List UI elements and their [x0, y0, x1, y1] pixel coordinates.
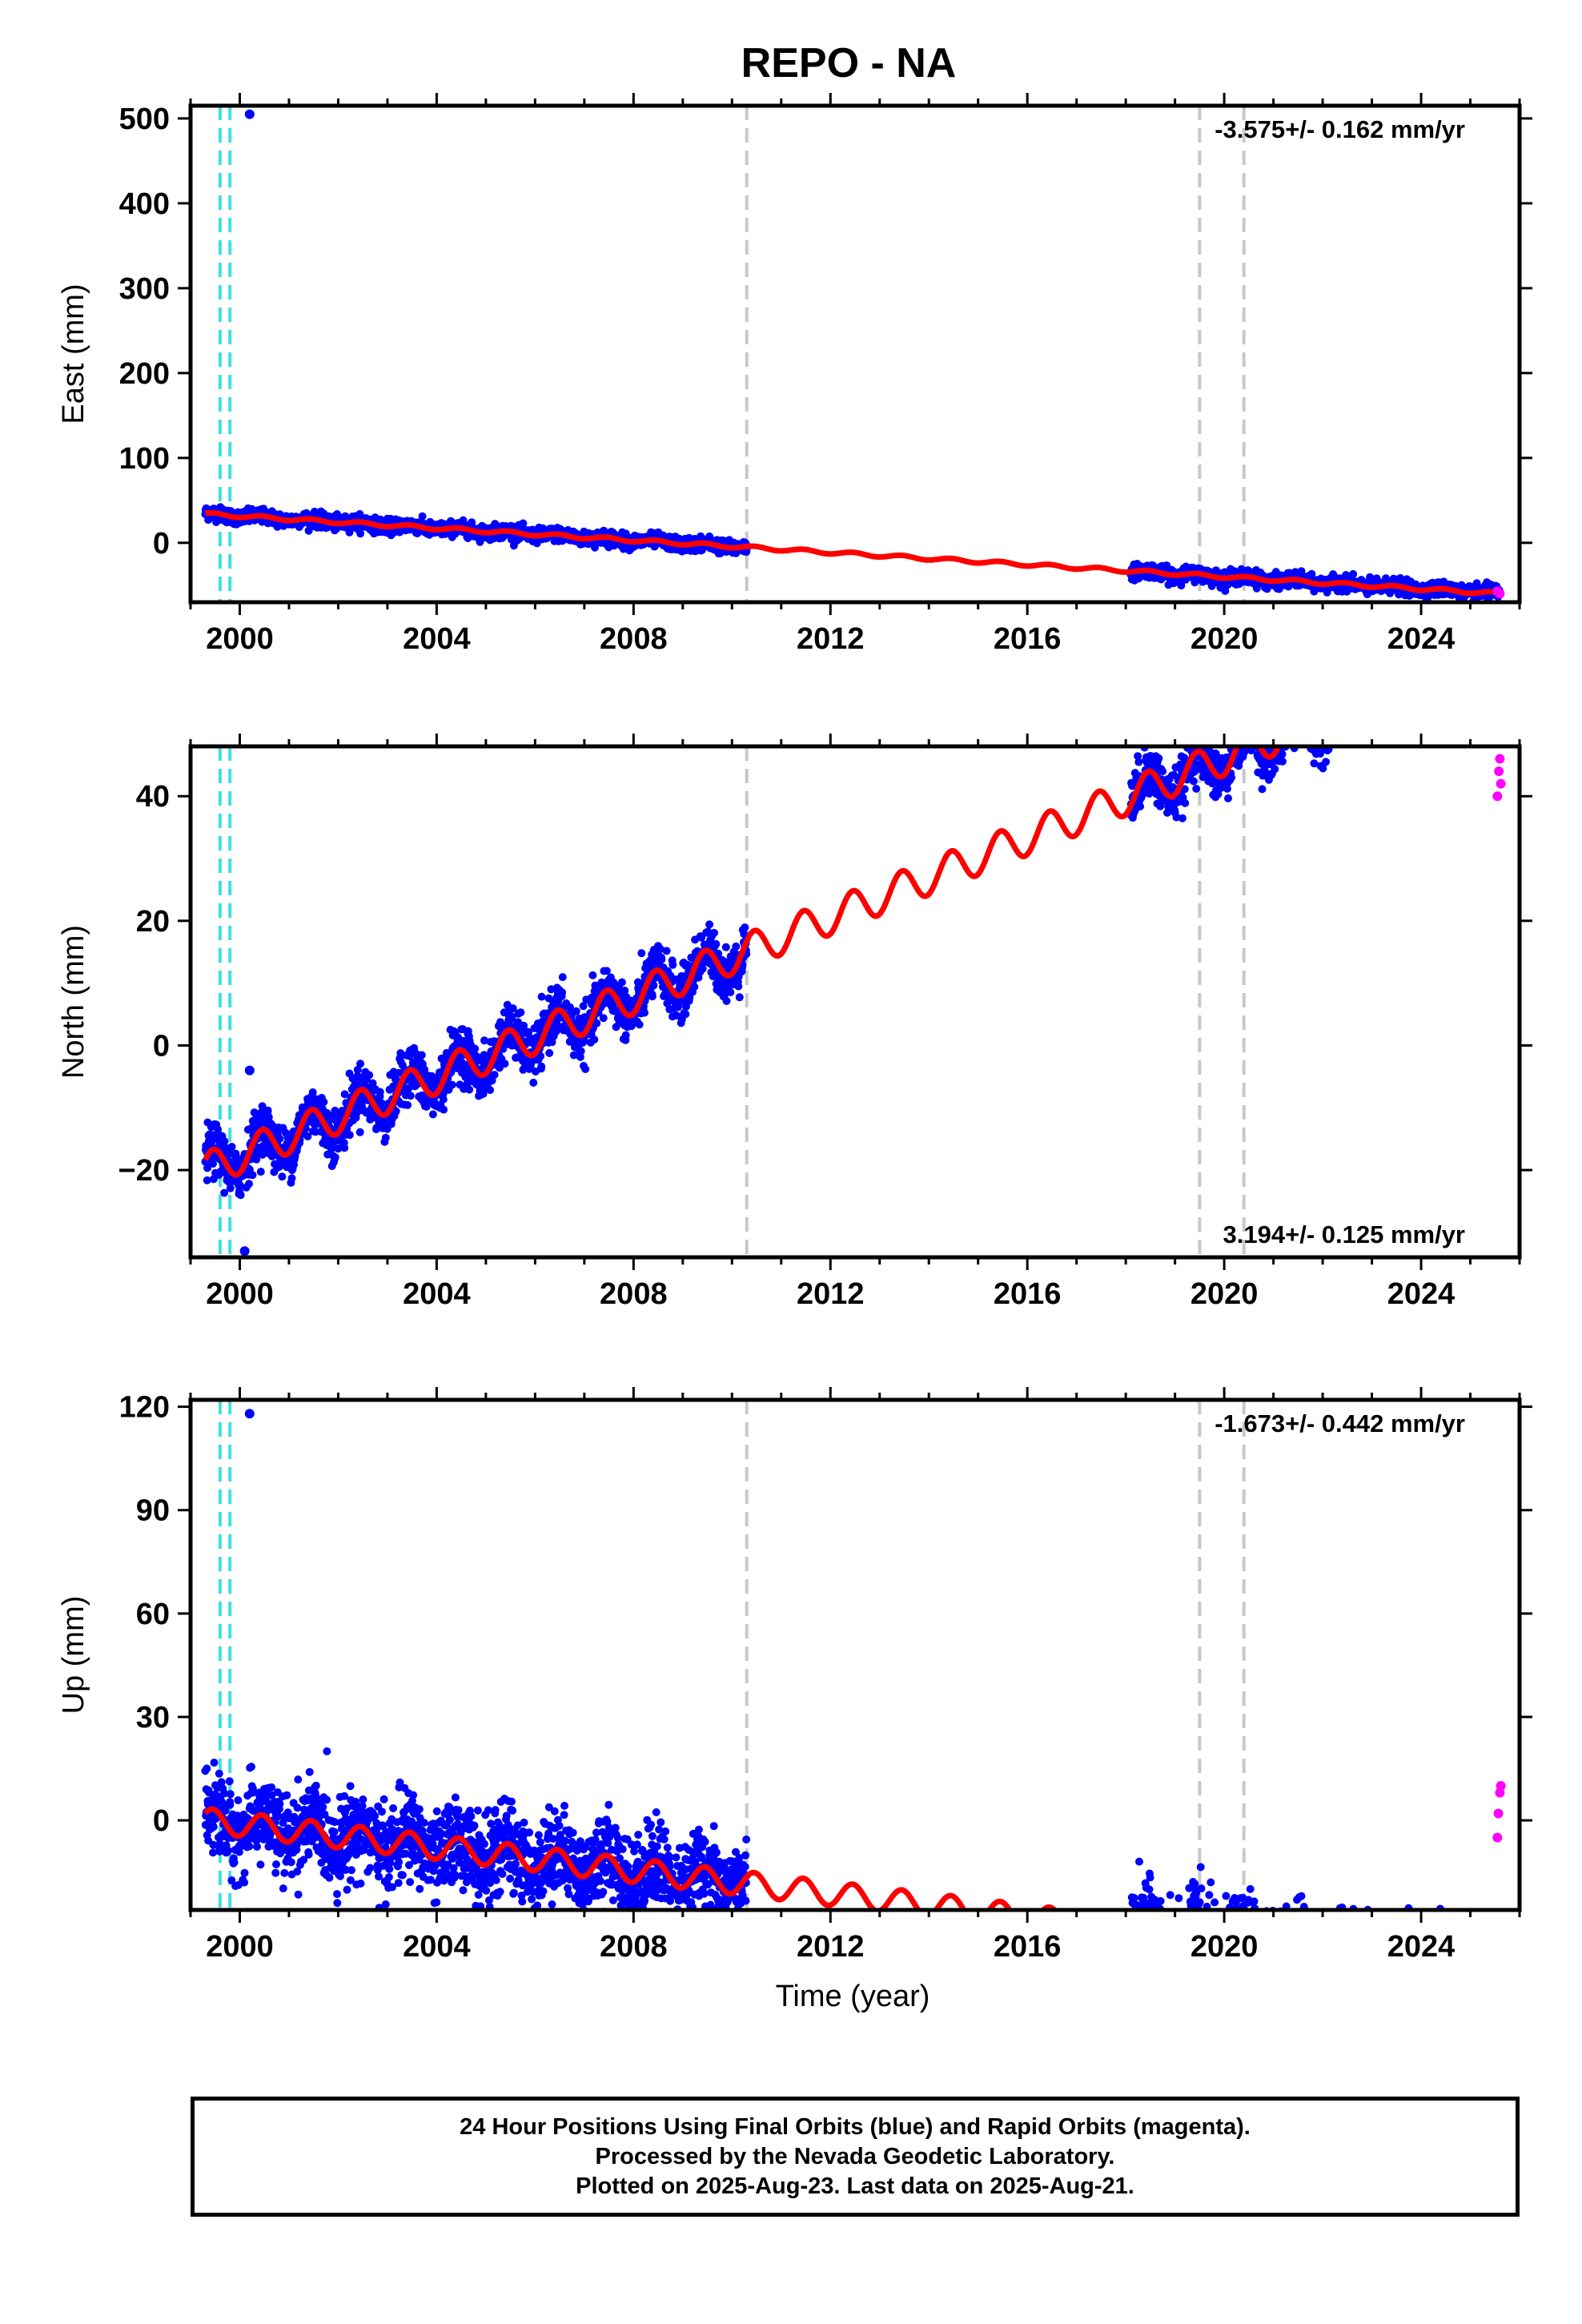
data-point	[649, 981, 658, 990]
x-tick-label: 2008	[600, 622, 668, 656]
data-point	[516, 1008, 525, 1017]
panels: 0 100 200 300 400 500 2000 2004 2008 2012 2016 2020…	[57, 93, 1532, 1964]
data-point	[209, 1160, 217, 1168]
data-point	[406, 1092, 415, 1100]
data-point	[545, 1049, 554, 1057]
data-point	[440, 1105, 448, 1114]
data-point	[448, 1080, 456, 1089]
y-axis-label: East (mm)	[57, 283, 90, 424]
plot-area	[201, 746, 1506, 1257]
data-point	[581, 1065, 590, 1073]
data-point	[500, 1059, 509, 1068]
data-point	[657, 955, 666, 964]
data-point	[637, 949, 646, 958]
data-point	[365, 1071, 374, 1080]
data-point	[640, 1008, 648, 1017]
data-point	[712, 939, 721, 948]
x-tick-label: 2024	[1387, 622, 1456, 656]
data-point	[705, 920, 714, 929]
data-point	[537, 992, 546, 1001]
y-tick-label: 500	[119, 103, 170, 136]
data-point	[245, 1180, 253, 1188]
data-point	[590, 1035, 599, 1044]
data-point	[726, 988, 735, 996]
outlier-point	[244, 109, 255, 119]
data-point	[319, 1098, 328, 1106]
data-point	[345, 1131, 354, 1140]
x-tick-label: 2020	[1191, 622, 1259, 656]
data-point	[356, 1059, 365, 1068]
y-tick-label: 100	[119, 442, 170, 476]
data-point	[572, 1007, 580, 1015]
data-point	[722, 997, 731, 1005]
data-point	[381, 1133, 390, 1142]
data-point	[519, 519, 528, 528]
y-tick-label: 200	[119, 357, 170, 391]
data-point	[529, 1079, 538, 1087]
data-point	[621, 1031, 630, 1039]
x-tick-label: 2012	[797, 622, 865, 656]
data-point	[690, 983, 699, 991]
x-tick-label: 2004	[403, 622, 471, 656]
rapid-orbit-point	[1495, 589, 1505, 599]
data-point	[599, 1014, 608, 1023]
data-point	[417, 1051, 426, 1059]
data-point	[588, 971, 597, 979]
data-point	[287, 1174, 296, 1183]
data-point	[669, 960, 677, 969]
data-point	[721, 943, 730, 951]
data-point	[465, 1085, 474, 1094]
x-tick-label: 2000	[206, 622, 274, 656]
data-point	[734, 982, 743, 991]
data-point	[256, 1168, 265, 1176]
data-point	[681, 1010, 690, 1019]
data-point	[340, 1144, 349, 1152]
x-tick-label: 2016	[994, 622, 1062, 656]
y-tick-label: 0	[153, 527, 170, 561]
data-point	[662, 947, 671, 955]
data-point	[428, 1110, 437, 1119]
data-point	[248, 1171, 257, 1180]
data-point	[355, 1128, 364, 1136]
chart-title: REPO - NA	[741, 40, 957, 86]
data-point	[490, 1071, 499, 1080]
data-point	[537, 1062, 546, 1071]
data-point	[227, 1143, 236, 1151]
data-point	[226, 1184, 235, 1192]
data-point	[471, 1044, 480, 1053]
data-point	[710, 928, 718, 937]
data-point	[331, 1153, 339, 1162]
data-point	[635, 1020, 644, 1029]
data-point	[236, 1191, 245, 1200]
final-orbit-points	[201, 746, 1333, 1200]
y-tick-label: 300	[119, 272, 170, 306]
data-point	[486, 1086, 495, 1095]
data-point	[617, 978, 626, 987]
data-point	[648, 992, 656, 1001]
data-point	[439, 1095, 448, 1104]
data-point	[558, 988, 567, 997]
data-point	[698, 964, 707, 973]
panel-east: 0 100 200 300 400 500 2000 2004 2008 2012 2016 2020…	[57, 93, 1532, 656]
data-point	[558, 973, 567, 982]
model-curve	[203, 509, 1503, 597]
data-point	[576, 1047, 585, 1055]
y-tick-label: 400	[119, 187, 170, 221]
data-point	[356, 529, 365, 538]
data-point	[732, 942, 741, 951]
plot-area	[201, 106, 1505, 602]
data-point	[418, 512, 427, 521]
rate-annotation: -3.575+/- 0.162 mm/yr	[1215, 115, 1465, 143]
data-point	[278, 1172, 287, 1181]
data-point	[375, 1088, 384, 1096]
data-point	[333, 510, 341, 518]
data-point	[404, 1100, 412, 1109]
